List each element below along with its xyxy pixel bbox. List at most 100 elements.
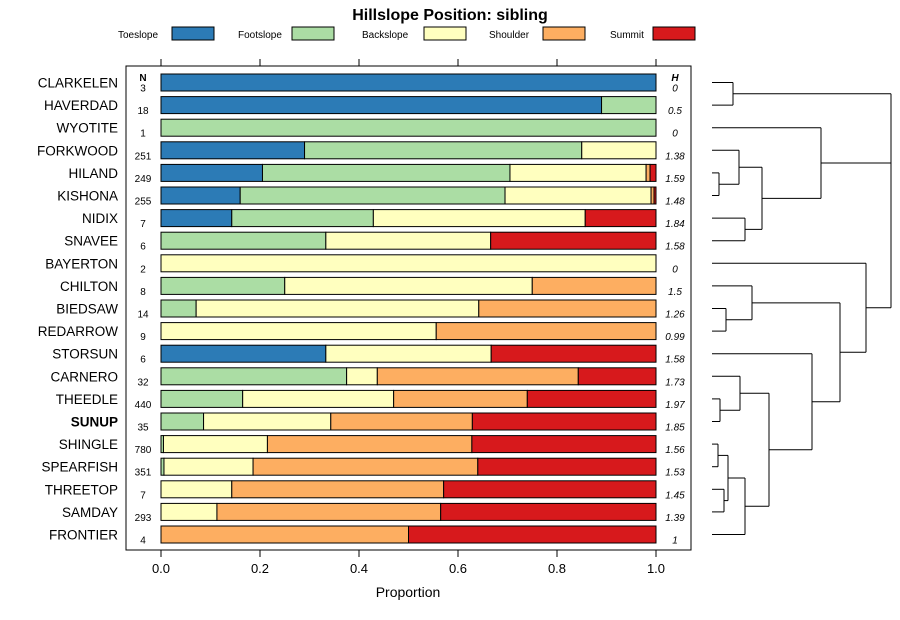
bar-segment-backslope <box>160 502 218 521</box>
bar-segment-footslope <box>160 412 205 431</box>
bar-segment-summit <box>490 344 657 363</box>
row-h: 1 <box>672 536 678 547</box>
row-label: SHINGLE <box>59 437 118 452</box>
row-n: 9 <box>140 332 146 343</box>
bar-segment-backslope <box>160 254 657 273</box>
bar-segment-backslope <box>160 322 437 341</box>
row-label: BIEDSAW <box>56 302 118 317</box>
legend: Toeslope Footslope Backslope Shoulder Summit <box>118 26 696 41</box>
dendrogram <box>712 82 892 535</box>
row-h: 1.38 <box>665 151 685 162</box>
bar-segment-summit <box>443 480 657 499</box>
row-n: 6 <box>140 355 146 366</box>
row-h: 1.58 <box>665 355 685 366</box>
bar-segment-summit <box>440 502 657 521</box>
x-tick-label: 0.0 <box>152 561 170 576</box>
legend-swatch-backslope <box>423 26 467 41</box>
bar-segment-footslope <box>601 96 657 115</box>
x-tick-label: 0.6 <box>449 561 467 576</box>
bar-segment-summit <box>526 389 657 408</box>
legend-swatch-shoulder <box>542 26 586 41</box>
row-label: FORKWOOD <box>37 143 118 158</box>
row-h: 0.99 <box>665 332 685 343</box>
bar-segment-footslope <box>304 141 583 160</box>
row-label: REDARROW <box>38 324 119 339</box>
row-h: 0 <box>672 264 678 275</box>
bar-segment-toeslope <box>160 96 603 115</box>
legend-label-shoulder: Shoulder <box>489 30 530 41</box>
bar-segment-backslope <box>242 389 395 408</box>
row-n: 4 <box>140 536 146 547</box>
row-h: 1.56 <box>665 445 685 456</box>
row-label: NIDIX <box>82 211 118 226</box>
bar-segment-shoulder <box>376 367 579 386</box>
bar-segment-summit <box>584 209 657 228</box>
h-header: H <box>671 73 679 84</box>
bar-segment-shoulder <box>645 163 651 182</box>
bar-segment-backslope <box>163 457 254 476</box>
bar-segment-summit <box>649 163 657 182</box>
row-label: BAYERTON <box>45 256 118 271</box>
bar-segment-footslope <box>160 389 244 408</box>
bar-segment-backslope <box>509 163 647 182</box>
row-label: SAMDAY <box>62 505 118 520</box>
bar-segment-shoulder <box>252 457 479 476</box>
row-n: 7 <box>140 490 146 501</box>
legend-swatch-toeslope <box>171 26 215 41</box>
legend-label-toeslope: Toeslope <box>118 30 158 41</box>
row-label: SUNUP <box>71 415 118 430</box>
row-n: 2 <box>140 264 146 275</box>
bar-segment-shoulder <box>231 480 445 499</box>
row-n: 3 <box>140 84 146 95</box>
row-label: WYOTITE <box>57 121 119 136</box>
bar-segment-toeslope <box>160 344 327 363</box>
x-tick-label: 1.0 <box>647 561 665 576</box>
legend-swatch-summit <box>652 26 696 41</box>
row-h: 1.58 <box>665 242 685 253</box>
bar-segment-shoulder <box>330 412 473 431</box>
bar-segment-toeslope <box>160 141 306 160</box>
row-h: 1.39 <box>665 513 685 524</box>
legend-swatch-footslope <box>291 26 335 41</box>
bar-segment-backslope <box>203 412 332 431</box>
row-h: 1.48 <box>665 197 685 208</box>
bar-segment-summit <box>471 412 657 431</box>
row-n: 1 <box>140 129 146 140</box>
bar-segment-summit <box>408 525 657 544</box>
row-label: STORSUN <box>52 347 118 362</box>
bar-segment-summit <box>477 457 657 476</box>
x-tick-label: 0.8 <box>548 561 566 576</box>
legend-label-summit: Summit <box>610 30 644 41</box>
row-n: 32 <box>137 377 149 388</box>
row-n: 351 <box>135 468 152 479</box>
row-h: 1.73 <box>665 377 685 388</box>
row-label: FRONTIER <box>49 528 118 543</box>
row-n: 8 <box>140 287 146 298</box>
bar-segment-summit <box>653 186 657 205</box>
row-n: 249 <box>135 174 152 185</box>
bar-segment-summit <box>471 435 657 454</box>
bar-segment-footslope <box>160 276 286 295</box>
row-n: 440 <box>135 400 152 411</box>
bar-segment-backslope <box>195 299 480 318</box>
chart-title: Hillslope Position: sibling <box>352 7 548 24</box>
row-label: THREETOP <box>45 482 118 497</box>
bar-segment-toeslope <box>160 163 263 182</box>
bar-segment-shoulder <box>160 525 409 544</box>
bar-segment-summit <box>577 367 657 386</box>
row-label: HAVERDAD <box>44 98 118 113</box>
bars <box>160 73 657 544</box>
row-h: 1.5 <box>668 287 682 298</box>
bar-segment-footslope <box>261 163 511 182</box>
bar-segment-footslope <box>160 118 657 137</box>
bar-segment-toeslope <box>160 186 241 205</box>
bar-segment-shoulder <box>435 322 657 341</box>
row-h: 0 <box>672 84 678 95</box>
row-n: 14 <box>137 310 149 321</box>
row-h: 0.5 <box>668 106 682 117</box>
bar-segment-backslope <box>284 276 533 295</box>
bar-segment-footslope <box>239 186 506 205</box>
bar-segment-footslope <box>160 299 197 318</box>
